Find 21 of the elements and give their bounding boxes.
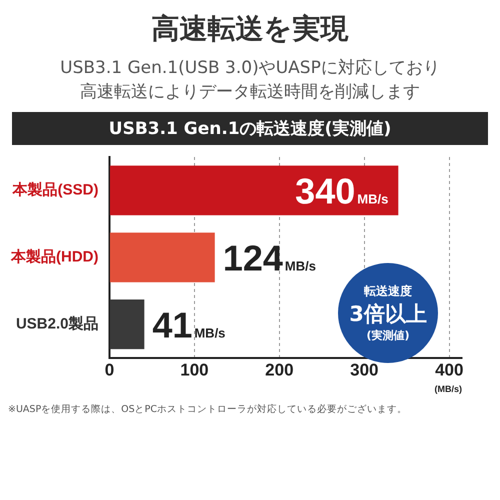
annotation: 転送速度 (363, 283, 413, 300)
annotation: (実測値) (365, 328, 411, 343)
y-tick-label: 本製品(HDD) (10, 248, 98, 266)
x-tick-label: 100 (180, 360, 209, 380)
badge-circle: 転送速度 3倍以上 (実測値) (338, 263, 438, 363)
x-tick-label: 300 (350, 360, 379, 380)
x-axis-title: (MB/s) (434, 384, 462, 394)
bar (110, 300, 144, 350)
x-tick-label: 200 (265, 360, 294, 380)
x-tick-label: 0 (104, 360, 114, 380)
bar (110, 166, 398, 216)
chart-title: 高速転送を実現 (150, 11, 350, 47)
y-tick-label: 本製品(SSD) (12, 182, 98, 199)
text: ※UASPを使用する際は、OSとPCホストコントローラが対応している必要がございます。 (8, 403, 408, 417)
data-label: 124MB/s (222, 237, 316, 278)
chart-subtitle: USB3.1 Gen.1(USB 3.0)やUASPに対応しており高速転送によりデータ転送時間を削減します (59, 57, 441, 104)
text: USB3.1 Gen.1の転送速度(実測値) (12, 112, 488, 145)
annotation: 3倍以上 (348, 301, 428, 328)
x-tick-label: 400 (435, 360, 464, 380)
bar (110, 232, 215, 282)
y-tick-label: USB2.0製品 (16, 315, 98, 332)
